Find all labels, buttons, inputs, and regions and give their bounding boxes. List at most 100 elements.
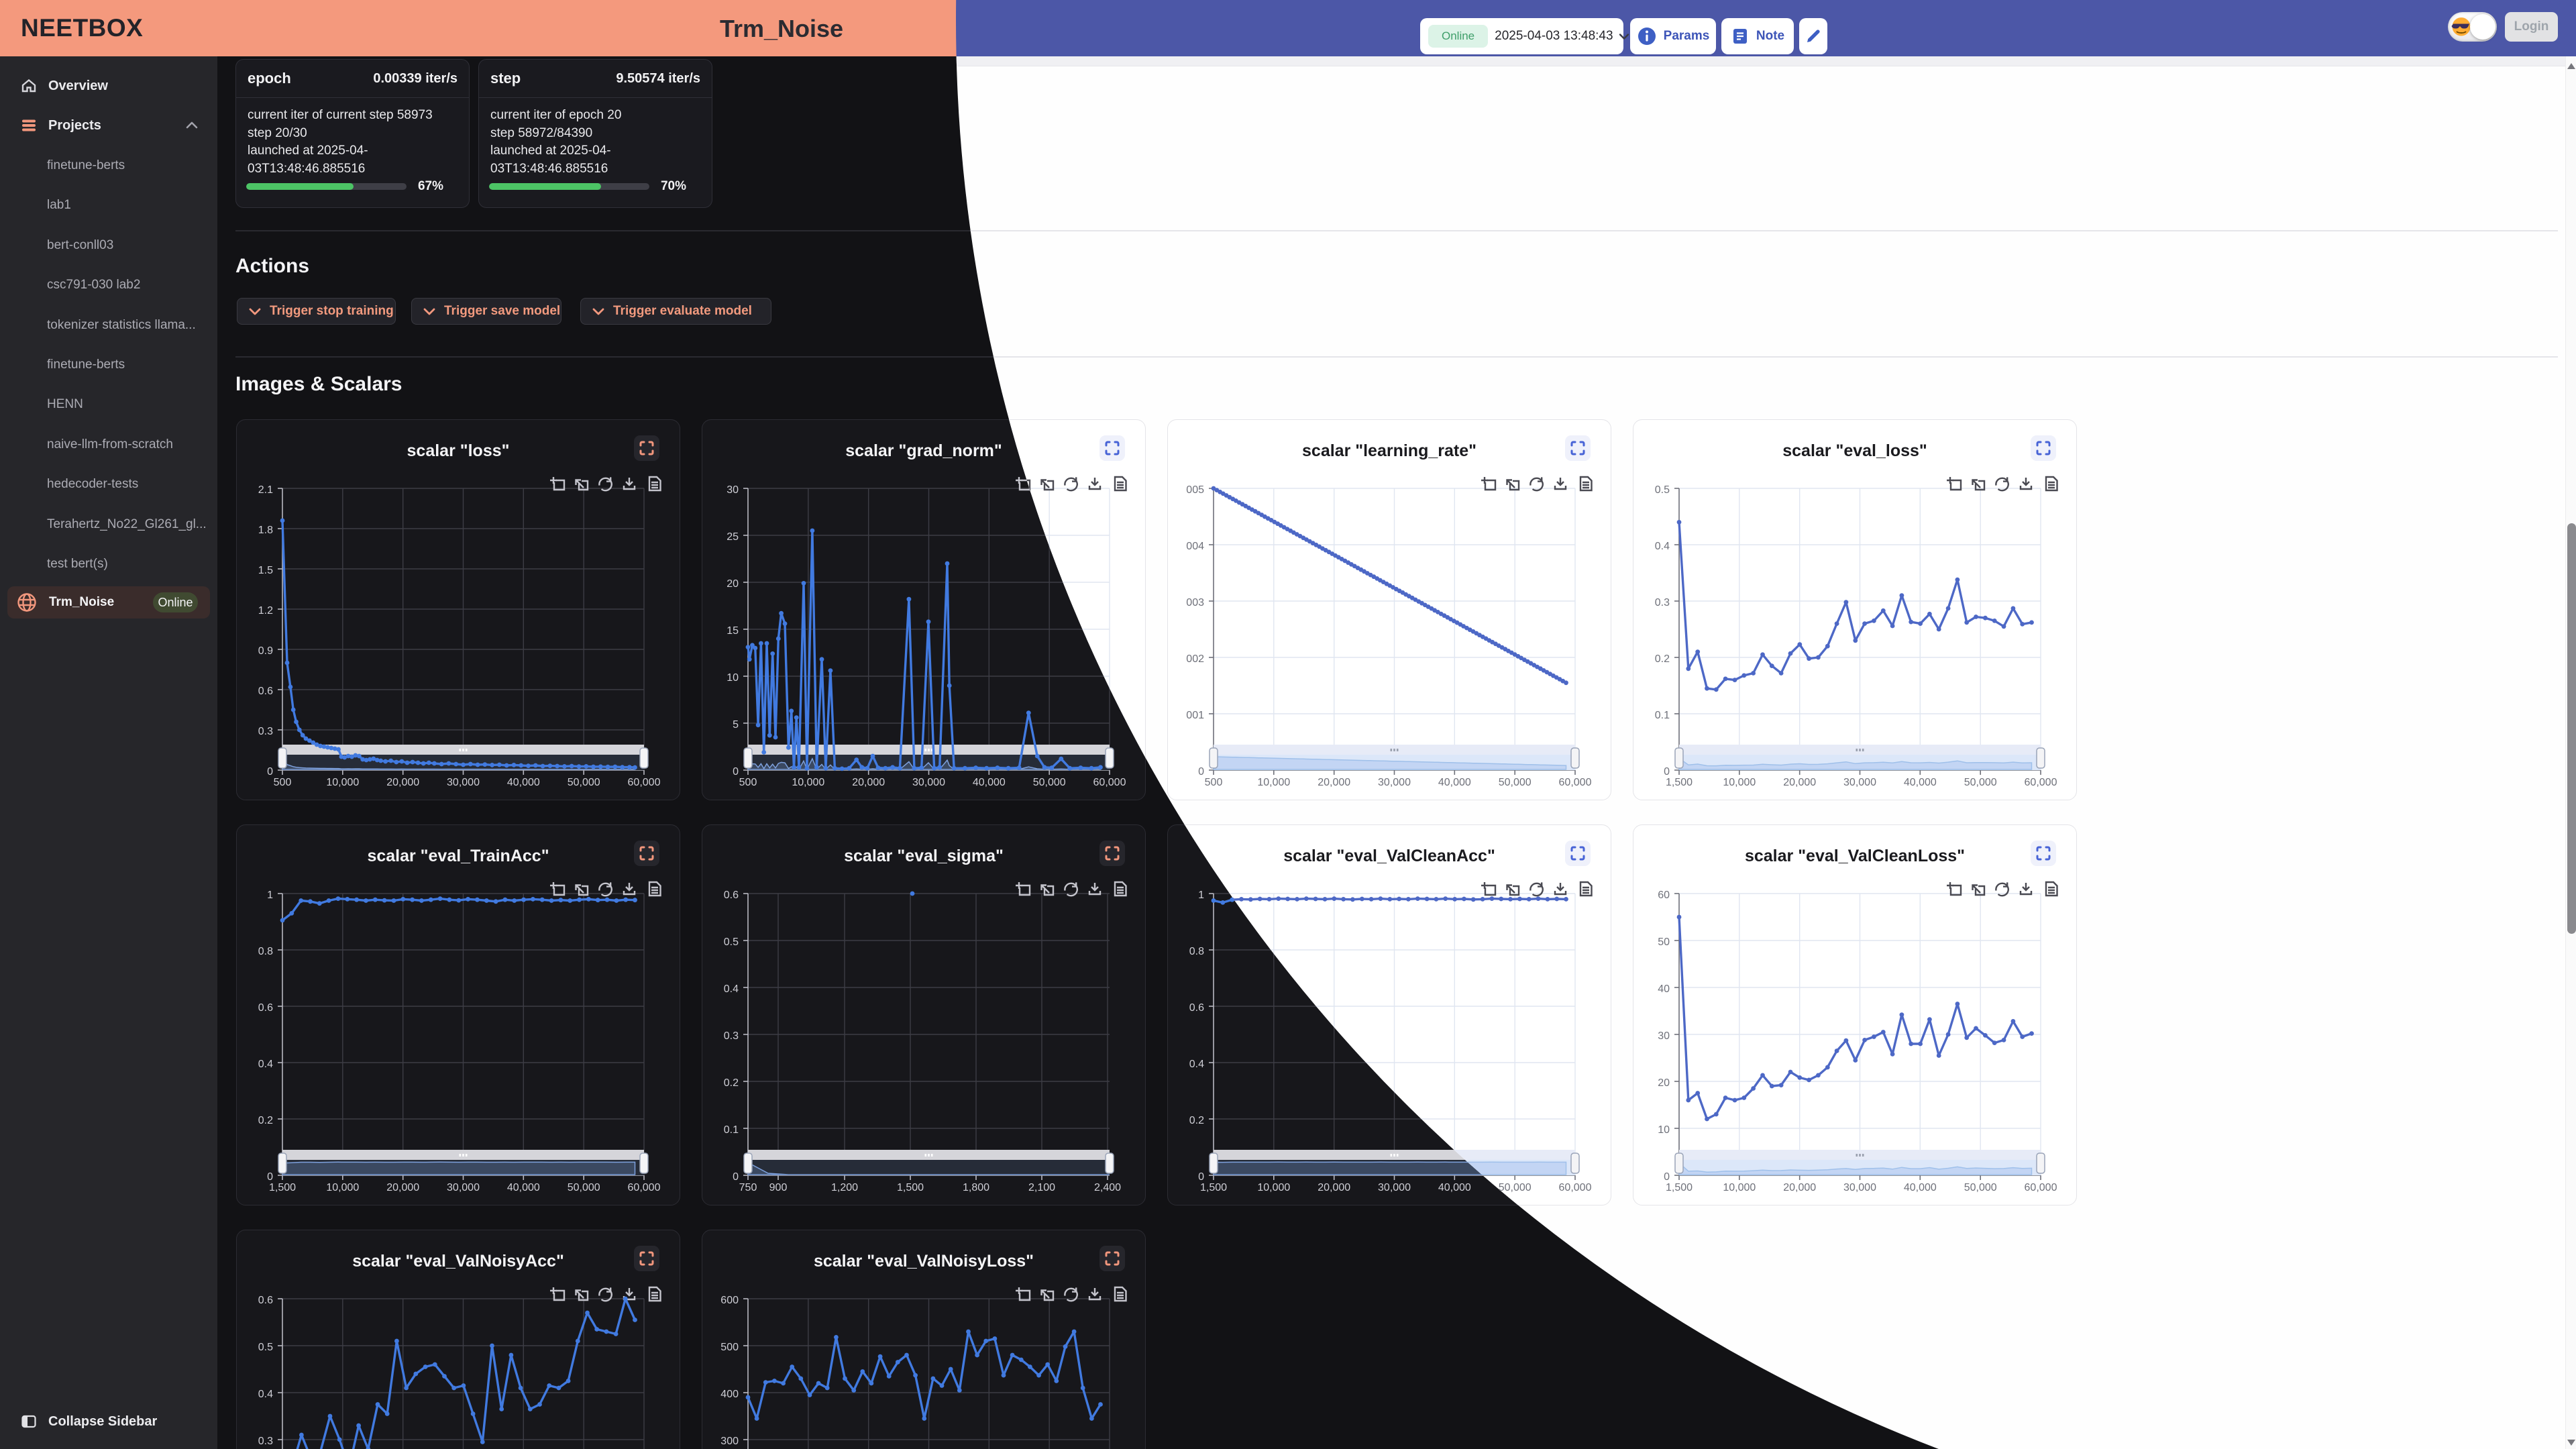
- svg-text:1: 1: [267, 890, 273, 901]
- svg-text:0: 0: [1664, 1171, 1670, 1183]
- svg-text:0.5: 0.5: [258, 1342, 273, 1353]
- svg-text:25: 25: [727, 531, 739, 543]
- svg-text:50,000: 50,000: [568, 777, 600, 788]
- svg-text:1.5: 1.5: [258, 565, 273, 576]
- svg-text:50,000: 50,000: [1499, 1182, 1532, 1193]
- svg-text:15: 15: [727, 625, 739, 637]
- svg-text:1,500: 1,500: [1666, 1182, 1693, 1193]
- svg-text:60,000: 60,000: [1093, 777, 1126, 788]
- svg-text:50,000: 50,000: [1499, 777, 1532, 788]
- svg-text:40,000: 40,000: [1438, 777, 1471, 788]
- svg-text:50,000: 50,000: [1964, 777, 1997, 788]
- svg-text:1,500: 1,500: [269, 1182, 296, 1193]
- svg-text:60,000: 60,000: [628, 1182, 661, 1193]
- svg-text:20,000: 20,000: [1783, 1182, 1816, 1193]
- svg-text:20,000: 20,000: [386, 777, 419, 788]
- svg-text:30,000: 30,000: [1843, 777, 1876, 788]
- svg-text:0.2: 0.2: [1189, 1115, 1204, 1126]
- svg-text:0.5: 0.5: [724, 936, 739, 948]
- svg-text:1,200: 1,200: [831, 1182, 858, 1193]
- svg-text:30,000: 30,000: [447, 1182, 480, 1193]
- svg-text:0.6: 0.6: [724, 890, 739, 901]
- svg-text:1,500: 1,500: [1666, 777, 1693, 788]
- svg-text:0.5: 0.5: [1655, 484, 1670, 496]
- svg-text:500: 500: [1205, 777, 1223, 788]
- svg-text:0: 0: [1198, 1171, 1204, 1183]
- svg-text:0.1: 0.1: [1655, 710, 1670, 721]
- svg-text:1.2: 1.2: [258, 605, 273, 616]
- svg-text:0.4: 0.4: [1655, 541, 1670, 552]
- svg-text:60,000: 60,000: [1559, 777, 1592, 788]
- svg-text:40: 40: [1658, 983, 1670, 995]
- svg-text:40,000: 40,000: [1904, 1182, 1937, 1193]
- svg-text:20: 20: [1658, 1077, 1670, 1089]
- svg-text:0: 0: [267, 1171, 273, 1183]
- svg-text:0.6: 0.6: [1189, 1002, 1204, 1014]
- svg-text:10: 10: [727, 672, 739, 684]
- svg-text:0.4: 0.4: [724, 983, 739, 995]
- svg-text:30,000: 30,000: [447, 777, 480, 788]
- svg-text:40,000: 40,000: [1438, 1182, 1471, 1193]
- svg-text:2,400: 2,400: [1094, 1182, 1121, 1193]
- svg-text:300: 300: [720, 1436, 739, 1447]
- svg-text:1,500: 1,500: [897, 1182, 924, 1193]
- svg-text:0.6: 0.6: [258, 686, 273, 697]
- svg-text:0.8: 0.8: [1189, 946, 1204, 957]
- svg-text:50,000: 50,000: [1033, 777, 1066, 788]
- svg-text:1: 1: [1198, 890, 1204, 901]
- svg-text:40,000: 40,000: [507, 777, 540, 788]
- svg-text:600: 600: [720, 1295, 739, 1306]
- svg-text:0.4: 0.4: [258, 1059, 273, 1070]
- svg-text:5: 5: [733, 719, 739, 731]
- svg-text:60,000: 60,000: [2025, 1182, 2057, 1193]
- svg-text:0: 0: [733, 1171, 739, 1183]
- svg-text:40,000: 40,000: [973, 777, 1006, 788]
- svg-text:2,100: 2,100: [1028, 1182, 1055, 1193]
- svg-text:500: 500: [274, 777, 292, 788]
- svg-text:004: 004: [1186, 541, 1204, 552]
- svg-text:002: 002: [1186, 653, 1204, 665]
- svg-text:0.6: 0.6: [258, 1295, 273, 1306]
- svg-text:0: 0: [733, 766, 739, 777]
- svg-text:30,000: 30,000: [1378, 1182, 1411, 1193]
- svg-text:10,000: 10,000: [1257, 777, 1290, 788]
- svg-text:005: 005: [1186, 484, 1204, 496]
- svg-text:20,000: 20,000: [1783, 777, 1816, 788]
- svg-text:40,000: 40,000: [1904, 777, 1937, 788]
- svg-text:0.9: 0.9: [258, 645, 273, 657]
- svg-text:30,000: 30,000: [912, 777, 945, 788]
- svg-text:001: 001: [1186, 710, 1204, 721]
- svg-text:0: 0: [1664, 766, 1670, 777]
- svg-text:10: 10: [1658, 1124, 1670, 1136]
- svg-text:750: 750: [739, 1182, 757, 1193]
- svg-text:0.3: 0.3: [258, 726, 273, 737]
- svg-text:40,000: 40,000: [507, 1182, 540, 1193]
- svg-text:0.4: 0.4: [1189, 1059, 1204, 1070]
- svg-text:20: 20: [727, 578, 739, 590]
- svg-text:900: 900: [769, 1182, 788, 1193]
- svg-text:10,000: 10,000: [1257, 1182, 1290, 1193]
- svg-text:60,000: 60,000: [628, 777, 661, 788]
- svg-text:10,000: 10,000: [1723, 777, 1756, 788]
- svg-text:0.2: 0.2: [1655, 653, 1670, 665]
- svg-text:500: 500: [739, 777, 757, 788]
- svg-text:500: 500: [720, 1342, 739, 1353]
- svg-text:0.3: 0.3: [724, 1030, 739, 1042]
- svg-text:0: 0: [1198, 766, 1204, 777]
- svg-text:30: 30: [727, 484, 739, 496]
- svg-text:10,000: 10,000: [792, 777, 824, 788]
- svg-text:30,000: 30,000: [1843, 1182, 1876, 1193]
- svg-text:1.8: 1.8: [258, 525, 273, 536]
- svg-text:2.1: 2.1: [258, 484, 273, 496]
- svg-text:60,000: 60,000: [2025, 777, 2057, 788]
- svg-text:20,000: 20,000: [852, 777, 885, 788]
- svg-text:0.3: 0.3: [258, 1436, 273, 1447]
- svg-text:60: 60: [1658, 890, 1670, 901]
- svg-text:0.4: 0.4: [258, 1389, 273, 1400]
- svg-text:1,500: 1,500: [1200, 1182, 1227, 1193]
- svg-text:50,000: 50,000: [568, 1182, 600, 1193]
- svg-text:0.2: 0.2: [258, 1115, 273, 1126]
- svg-text:50: 50: [1658, 936, 1670, 948]
- svg-text:50,000: 50,000: [1964, 1182, 1997, 1193]
- svg-text:10,000: 10,000: [326, 1182, 359, 1193]
